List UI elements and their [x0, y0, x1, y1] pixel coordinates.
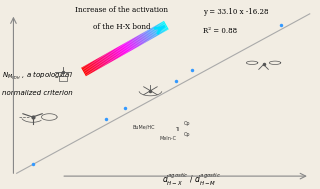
Text: normalized criterion: normalized criterion [2, 90, 73, 96]
Text: R² = 0.88: R² = 0.88 [203, 27, 237, 35]
Text: Ti: Ti [175, 127, 180, 132]
Text: y = 33.10 x -16.28: y = 33.10 x -16.28 [203, 8, 268, 16]
Text: MeIn-C: MeIn-C [160, 136, 177, 141]
Text: Cp: Cp [184, 132, 190, 137]
Text: Increase of the activation: Increase of the activation [75, 6, 168, 14]
Text: of the H-X bond: of the H-X bond [93, 23, 151, 31]
Text: $\mathit{N}_{M_{VOH}}$ , a topological: $\mathit{N}_{M_{VOH}}$ , a topological [2, 70, 73, 82]
Text: BuMe/HC: BuMe/HC [133, 125, 156, 130]
Text: $d^{agostic}_{H-X}$ / $d^{agostic}_{H-M}$: $d^{agostic}_{H-X}$ / $d^{agostic}_{H-M}… [162, 172, 221, 188]
Text: Cp: Cp [184, 121, 190, 126]
